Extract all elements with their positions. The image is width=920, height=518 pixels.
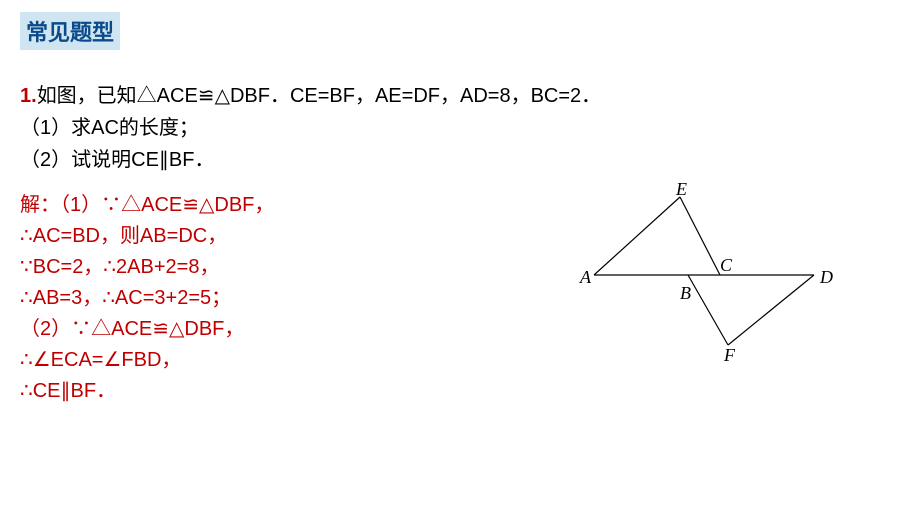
- diagram-edge: [594, 197, 680, 275]
- diagram-svg: [580, 185, 840, 355]
- geometry-diagram: ABCDEF: [580, 185, 840, 355]
- problem-stem-line: 1.如图，已知△ACE≌△DBF．CE=BF，AE=DF，AD=8，BC=2．: [20, 80, 900, 112]
- diagram-edge: [688, 275, 728, 345]
- solution-line: ∴CE∥BF．: [20, 376, 900, 407]
- diagram-edge: [728, 275, 814, 345]
- diagram-point-label: A: [580, 267, 591, 288]
- diagram-point-label: C: [720, 255, 732, 276]
- problem-stem: 如图，已知△ACE≌△DBF．CE=BF，AE=DF，AD=8，BC=2．: [37, 85, 601, 107]
- diagram-point-label: B: [680, 283, 691, 304]
- diagram-edge: [680, 197, 720, 275]
- section-title: 常见题型: [20, 12, 120, 50]
- diagram-point-label: D: [820, 267, 833, 288]
- problem-block: 1.如图，已知△ACE≌△DBF．CE=BF，AE=DF，AD=8，BC=2． …: [20, 80, 900, 176]
- problem-number: 1.: [20, 85, 37, 107]
- problem-q1: （1）求AC的长度；: [20, 112, 900, 144]
- problem-q2: （2）试说明CE∥BF．: [20, 144, 900, 176]
- diagram-point-label: E: [676, 179, 687, 200]
- diagram-point-label: F: [724, 345, 735, 366]
